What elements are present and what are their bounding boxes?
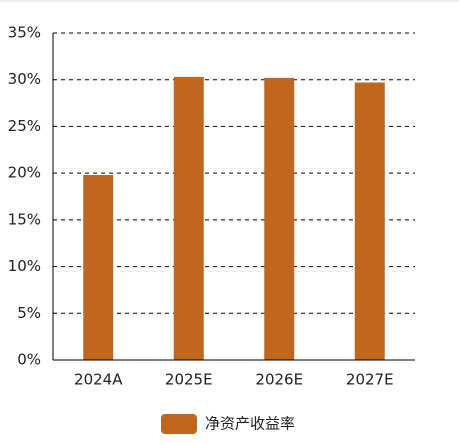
y-tick-label: 0%	[17, 351, 41, 369]
bar	[173, 76, 204, 360]
y-tick-label: 20%	[8, 164, 41, 182]
y-tick-label: 10%	[8, 257, 41, 275]
x-tick-label: 2025E	[165, 371, 213, 389]
y-tick-label: 25%	[8, 117, 41, 135]
y-tick-label: 5%	[17, 304, 41, 322]
x-tick-label: 2027E	[346, 371, 394, 389]
y-tick-label: 35%	[8, 24, 41, 42]
bar	[354, 82, 385, 360]
legend-label: 净资产收益率	[205, 415, 295, 433]
x-tick-label: 2024A	[74, 371, 123, 389]
legend-swatch	[161, 414, 197, 434]
bar	[83, 175, 114, 360]
bar	[264, 77, 295, 361]
y-tick-label: 15%	[8, 210, 41, 228]
x-tick-label: 2026E	[255, 371, 303, 389]
y-tick-label: 30%	[8, 70, 41, 88]
